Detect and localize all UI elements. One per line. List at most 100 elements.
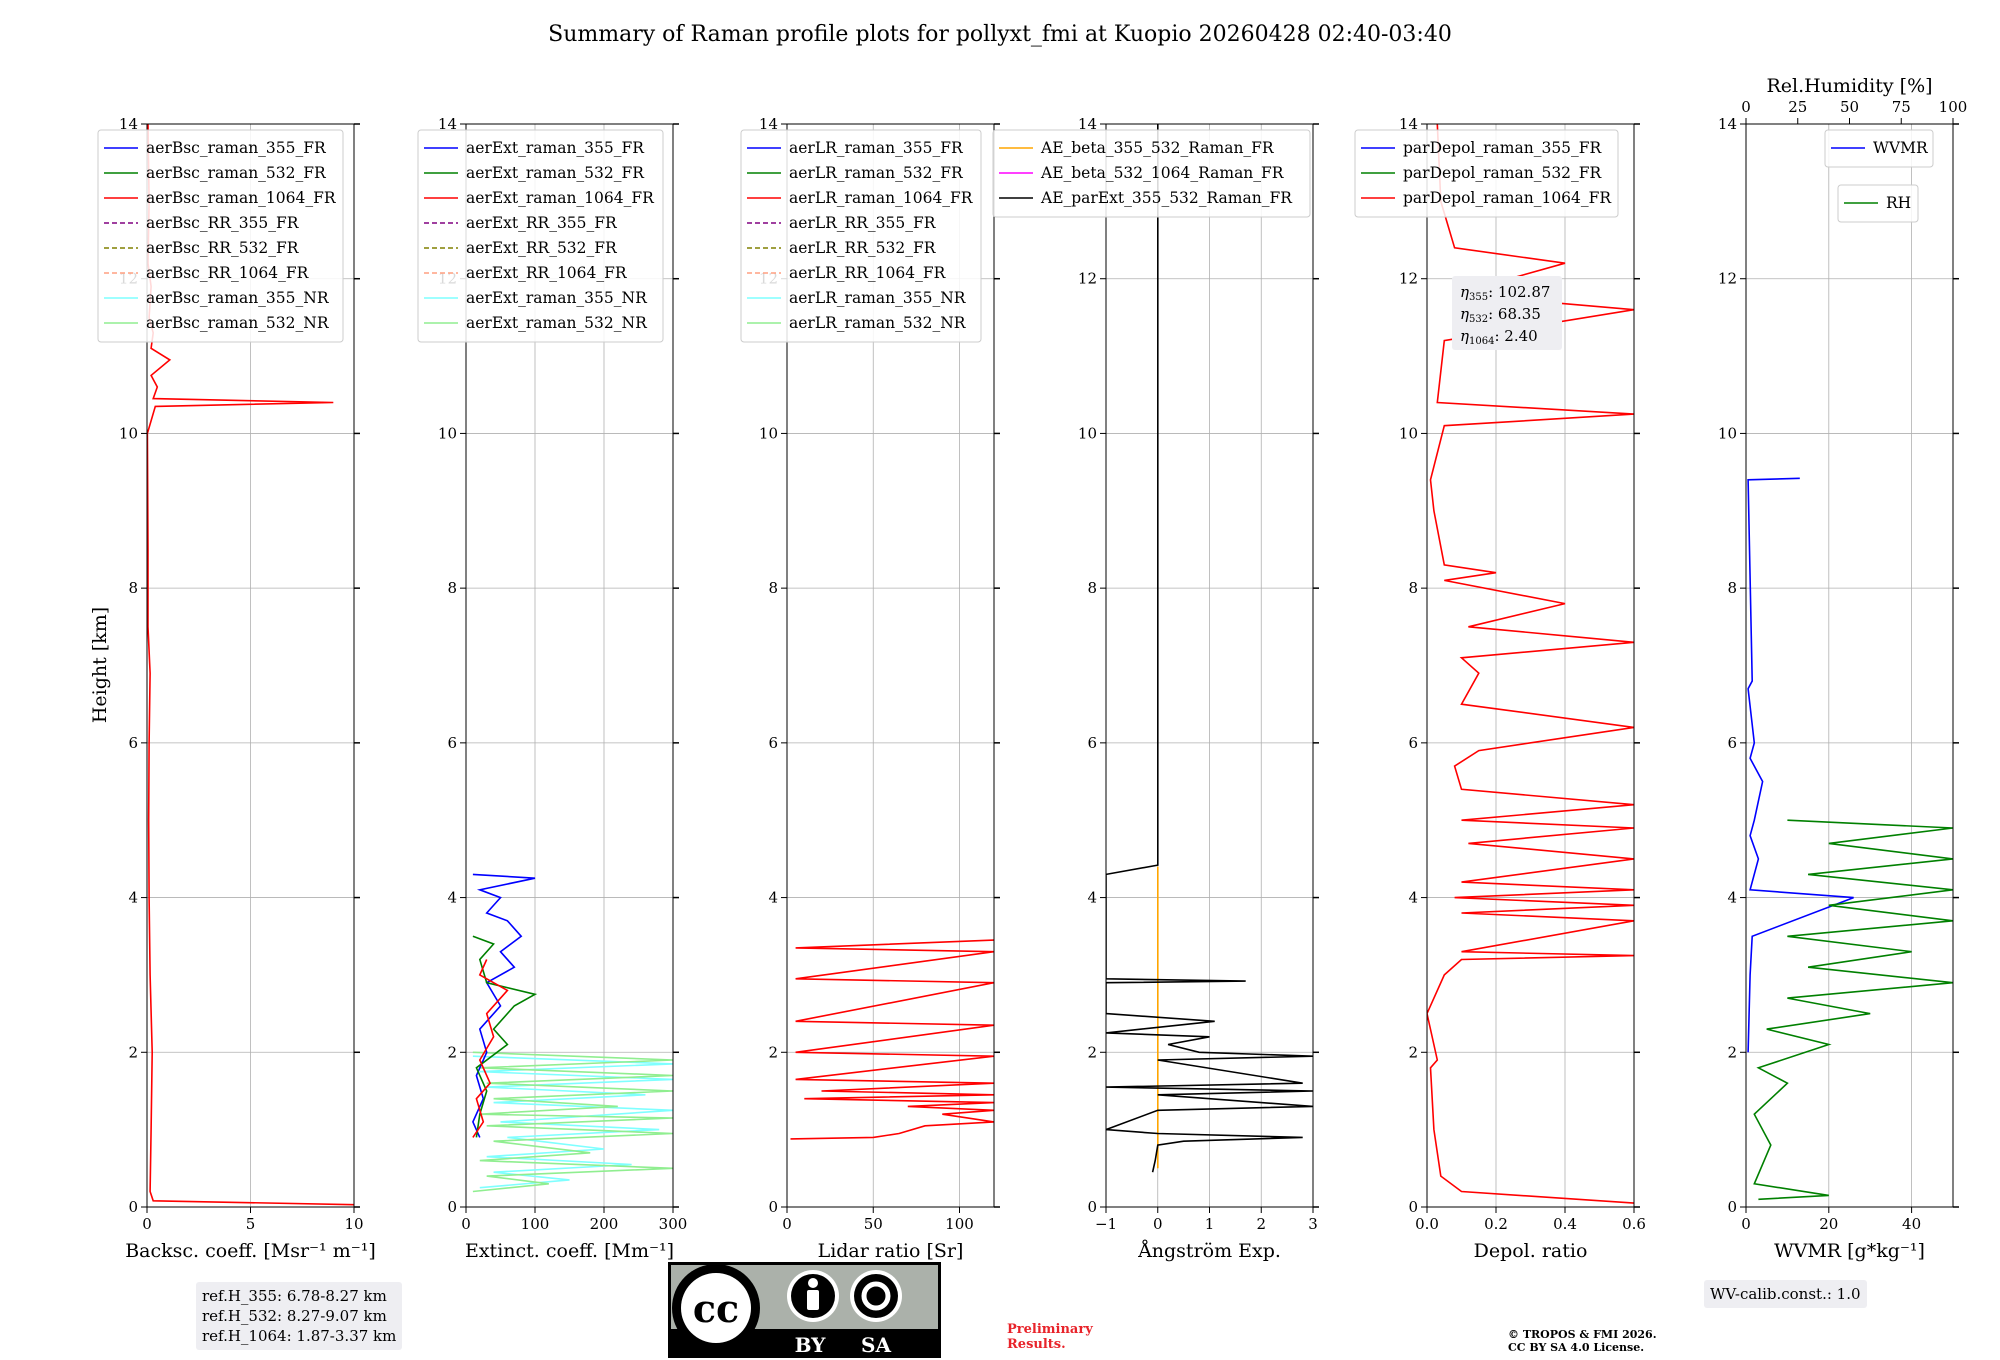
legend-depol: parDepol_raman_355_FR parDepol_raman_532_… [1354,129,1619,218]
top-x-tick-label: 50 [1840,98,1859,116]
y-tick-label: 2 [128,1043,138,1061]
x-tick-label: 200 [590,1215,619,1233]
y-tick-label: 4 [1408,889,1418,907]
x-axis-label: Ångström Exp. [1137,1240,1281,1262]
y-tick-label: 10 [1078,424,1097,442]
axes-frame [786,123,995,1208]
axes-frame [1745,123,1954,1208]
legend-label: aerExt_raman_1064_FR [466,189,655,207]
legend-frame [740,129,982,343]
legend-frame [992,129,1311,218]
legend-label: aerLR_RR_532_FR [789,239,937,257]
preliminary-results-note: Preliminary Results. [1007,1322,1093,1352]
legend-label: WVMR [1873,139,1929,157]
y-tick-label: 10 [1399,424,1418,442]
x-axis-label: Lidar ratio [Sr] [818,1240,964,1262]
copyright-line-2: CC BY SA 4.0 License. [1508,1341,1645,1354]
reference-height-info: ref.H_355: 6.78-8.27 km ref.H_532: 8.27-… [196,1282,403,1350]
y-tick-label: 14 [759,115,778,133]
wv-calib-text: WV-calib.const.: 1.0 [1710,1285,1861,1303]
legend-bsc: aerBsc_raman_355_FR aerBsc_raman_532_FRae… [97,129,344,343]
copyright-line-1: © TROPOS & FMI 2026. [1508,1328,1657,1341]
legend-frame [417,129,664,343]
legend-label: parDepol_raman_1064_FR [1403,189,1612,207]
axes-frame [465,123,674,1208]
y-tick-label: 6 [768,734,778,752]
x-axis-label: WVMR [g*kg⁻¹] [1774,1240,1925,1262]
preliminary-line-2: Results. [1007,1337,1066,1352]
ref-height-1064: ref.H_1064: 1.87-3.37 km [202,1327,397,1345]
legend-label: aerExt_raman_355_NR [466,289,648,307]
ref-height-532: ref.H_532: 8.27-9.07 km [202,1307,387,1325]
y-tick-label: 10 [119,424,138,442]
x-tick-label: 0.6 [1622,1215,1646,1233]
y-tick-label: 2 [447,1043,457,1061]
legend-label: aerExt_RR_355_FR [466,214,618,232]
y-tick-label: 0 [768,1198,778,1216]
series-aerExt_raman_532_FR [472,935,538,1138]
y-tick-label: 14 [1078,115,1097,133]
top-x-axis-label: Rel.Humidity [%] [1766,75,1932,97]
legend-frame [97,129,344,343]
y-tick-label: 2 [768,1043,778,1061]
legend-label: aerLR_raman_532_FR [789,164,964,182]
y-tick-label: 6 [128,734,138,752]
y-tick-label: 0 [1087,1198,1097,1216]
axes-frame [1426,123,1635,1208]
series-aerExt_raman_1064_FR [472,959,509,1138]
cc-by-label: BY [795,1333,827,1357]
y-tick-label: 14 [438,115,457,133]
cc-sa-label: SA [861,1333,891,1357]
top-x-tick-label: 75 [1892,98,1911,116]
legend-label: aerLR_RR_1064_FR [789,264,947,282]
share-alike-arc [861,1281,891,1311]
legend-wv: WVMR [1824,129,1934,168]
legend-label: aerBsc_raman_1064_FR [146,189,337,207]
x-tick-label: 0 [1741,1215,1751,1233]
top-x-tick-label: 25 [1788,98,1807,116]
legend-label: aerBsc_RR_532_FR [146,239,300,257]
x-axis-label: Depol. ratio [1474,1240,1588,1262]
legend-label: AE_parExt_355_532_Raman_FR [1040,189,1293,207]
series-parDepol_raman_1064_FR [1427,124,1634,1204]
y-tick-label: 8 [447,579,457,597]
y-tick-label: 10 [759,424,778,442]
copyright-note: © TROPOS & FMI 2026. CC BY SA 4.0 Licens… [1508,1328,1657,1354]
y-tick-label: 0 [1408,1198,1418,1216]
legend-label: aerExt_raman_355_FR [466,139,645,157]
legend-label: aerExt_raman_532_FR [466,164,645,182]
series-aerExt_raman_355_NR [472,1055,673,1189]
x-tick-label: 100 [945,1215,974,1233]
y-tick-label: 6 [1727,734,1737,752]
y-tick-label: 2 [1087,1043,1097,1061]
legend-label: parDepol_raman_355_FR [1403,139,1603,157]
legend-label: aerBsc_RR_355_FR [146,214,300,232]
y-tick-label: 2 [1727,1043,1737,1061]
preliminary-line-1: Preliminary [1007,1322,1093,1337]
x-tick-label: 2 [1256,1215,1266,1233]
x-tick-label: 3 [1308,1215,1318,1233]
legend-wv-rh: RH [1837,184,1919,223]
legend-label: aerLR_raman_355_FR [789,139,964,157]
cc-by-sa-logo: cc BY SA [668,1262,941,1358]
cc-circle-inner [681,1273,751,1343]
person-icon-body [807,1290,819,1310]
x-axis-label: Backsc. coeff. [Msr⁻¹ m⁻¹] [125,1240,376,1262]
x-tick-label: 40 [1902,1215,1921,1233]
x-tick-label: 10 [344,1215,363,1233]
legend-label: AE_beta_355_532_Raman_FR [1040,139,1275,157]
y-tick-label: 8 [768,579,778,597]
legend-label: aerBsc_raman_355_NR [146,289,330,307]
subplot-depol: 0.0 0.2 0.4 0.6 0 2 4 6 8 10 12 14 Depol. ratio parDe… [1354,115,1646,1262]
y-tick-label: 12 [1718,270,1737,288]
y-tick-label: 4 [1087,889,1097,907]
x-tick-label: 0 [1153,1215,1163,1233]
share-alike-icon [854,1274,898,1318]
legend-label: aerBsc_raman_532_FR [146,164,327,182]
legend-frame [1824,129,1934,168]
person-icon-head [808,1278,818,1288]
y-tick-label: 8 [1727,579,1737,597]
